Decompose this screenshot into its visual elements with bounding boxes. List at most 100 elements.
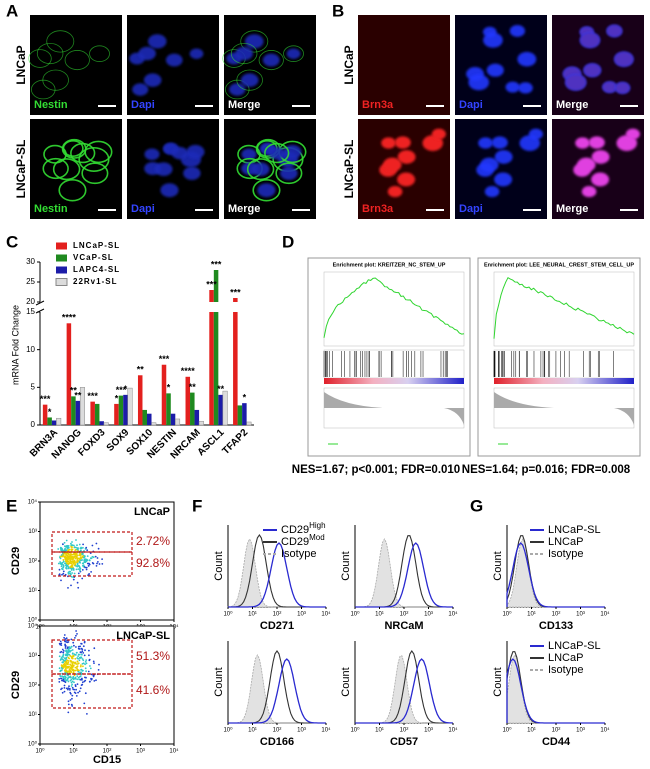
event: [74, 556, 76, 558]
nucleus: [251, 162, 270, 177]
channel-label: Merge: [228, 99, 260, 111]
event: [77, 691, 79, 694]
legend-label: CD29Mod: [281, 533, 325, 548]
event: [67, 680, 70, 683]
bar: [198, 420, 204, 426]
histogram: [506, 658, 605, 724]
event: [72, 576, 75, 579]
event: [75, 695, 78, 697]
merge: [565, 74, 587, 91]
x-axis-label: CD57: [390, 736, 418, 748]
event: [64, 643, 66, 646]
brn3a: [431, 128, 446, 140]
legend-label: LNCaP-SL: [548, 640, 601, 652]
x-tick-label: 10¹: [375, 612, 384, 618]
y-tick-label: 0: [31, 420, 36, 429]
legend-swatch: [55, 278, 68, 286]
nestin: [36, 42, 64, 65]
row-label: LNCaP-SL: [342, 140, 356, 199]
event: [64, 640, 67, 643]
event: [80, 656, 83, 659]
bar-segment: [127, 387, 133, 426]
event: [65, 539, 68, 542]
event: [62, 564, 65, 567]
event: [62, 570, 65, 573]
event: [66, 650, 68, 653]
event: [89, 667, 92, 670]
x-tick-label: 10¹: [375, 728, 384, 734]
panel-label: D: [282, 232, 294, 251]
nucleus: [486, 63, 504, 77]
event: [58, 655, 61, 658]
event: [91, 562, 94, 564]
x-axis-label: CD166: [260, 736, 294, 748]
event: [78, 553, 81, 555]
event: [62, 560, 65, 563]
legend-sup: High: [309, 521, 325, 530]
event: [60, 644, 63, 646]
x-tick-label: 10⁰: [223, 611, 233, 618]
brn3a: [591, 150, 610, 164]
y-tick-label: 10⁰: [28, 617, 38, 624]
event: [77, 669, 79, 672]
bar-segment: [233, 298, 238, 302]
event: [64, 659, 66, 662]
event: [86, 713, 88, 715]
y-axis-label: mRNA Fold Change: [10, 305, 20, 385]
legend-label: LAPC4-SL: [73, 265, 120, 274]
event: [96, 557, 99, 559]
brn3a: [577, 157, 596, 172]
bar-segment: [137, 375, 143, 425]
panel-label: C: [6, 232, 18, 251]
event: [61, 658, 64, 661]
x-tick-label: 10²: [273, 728, 282, 734]
event: [75, 546, 77, 549]
event: [89, 552, 92, 554]
x-tick-label: 10⁰: [223, 727, 233, 734]
event: [98, 663, 100, 666]
event: [57, 562, 60, 565]
event: [70, 546, 73, 548]
event: [80, 647, 83, 650]
gate: [51, 639, 133, 675]
event: [73, 677, 75, 680]
micrograph: Dapi: [455, 119, 547, 219]
event: [71, 694, 74, 697]
event: [66, 559, 69, 562]
event: [77, 676, 80, 679]
legend-text: Isotype: [281, 548, 316, 560]
event: [78, 560, 81, 563]
event: [71, 548, 74, 551]
bar: [237, 405, 243, 425]
legend-label: Isotype: [548, 664, 583, 676]
event: [71, 553, 73, 556]
event: [71, 572, 73, 574]
x-tick-label: 10¹: [527, 612, 536, 618]
nucleus: [468, 74, 490, 91]
significance: ***: [159, 354, 170, 364]
nestin: [46, 30, 75, 53]
event: [60, 563, 63, 566]
event: [66, 562, 68, 565]
event: [82, 556, 85, 559]
event: [66, 663, 68, 665]
nucleus: [132, 83, 149, 96]
nestin: [230, 42, 258, 65]
isotype-histogram: [355, 655, 453, 724]
bar: [47, 417, 52, 425]
x-axis-label: CD133: [539, 620, 573, 632]
y-tick-label: 5: [31, 382, 36, 391]
event: [64, 667, 67, 670]
stats: NES=1.64; p=0.016; FDR=0.008: [462, 464, 631, 476]
event: [86, 562, 89, 565]
sample-name: LNCaP-SL: [116, 630, 170, 642]
bar-segment: [213, 270, 219, 302]
event: [60, 554, 63, 556]
event: [75, 568, 78, 571]
significance: ***: [40, 394, 51, 404]
significance: ***: [230, 287, 241, 297]
event: [84, 692, 87, 695]
nucleus: [138, 46, 156, 61]
event: [63, 541, 66, 544]
x-tick-label: 10⁰: [502, 611, 512, 618]
